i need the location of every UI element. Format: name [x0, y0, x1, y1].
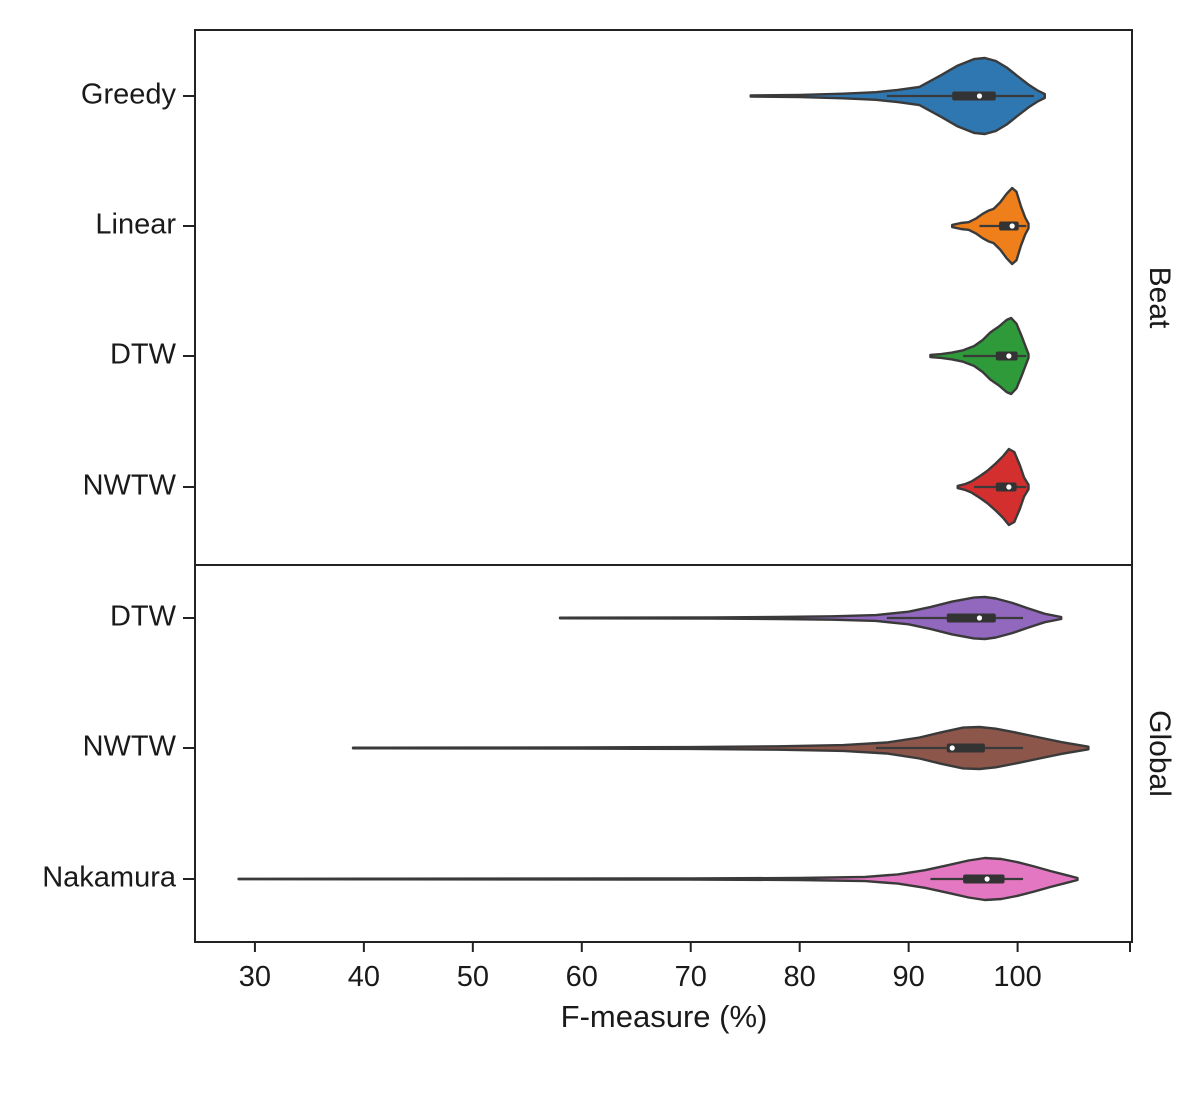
x-tick-label-40: 40 — [348, 961, 380, 993]
median-point-global-nwtw — [949, 745, 955, 751]
x-tick-label-90: 90 — [893, 961, 925, 993]
median-point-beat-nwtw — [1006, 484, 1012, 490]
iqr-box-global-dtw — [946, 613, 996, 623]
x-tick-label-30: 30 — [239, 961, 271, 993]
iqr-box-global-nakamura — [963, 874, 1005, 884]
facet-label-beat: Beat — [1143, 267, 1176, 329]
median-point-beat-greedy — [976, 93, 983, 99]
facet-label-global: Global — [1143, 710, 1176, 797]
iqr-box-beat-nwtw — [995, 482, 1017, 492]
y-tick-label-global-nakamura: Nakamura — [42, 862, 177, 894]
y-tick-label-global-nwtw: NWTW — [83, 731, 177, 763]
x-axis-title: F-measure (%) — [561, 999, 768, 1034]
x-tick-label-100: 100 — [993, 961, 1041, 993]
median-point-global-nakamura — [984, 876, 990, 882]
panel-frame-global — [194, 564, 1133, 943]
median-point-global-dtw — [976, 615, 983, 621]
chart-marks: Beat Greedy Linear DTW NWTW Global DTW NWTW Naka… — [42, 56, 1176, 902]
x-tick-label-70: 70 — [675, 961, 707, 993]
y-tick-label-global-dtw: DTW — [110, 601, 177, 633]
x-axis: 30 40 50 60 70 80 90 100 — [239, 942, 1131, 993]
iqr-box-beat-linear — [999, 221, 1019, 231]
y-tick-label-beat-nwtw: NWTW — [83, 470, 177, 502]
x-tick-label-50: 50 — [457, 961, 489, 993]
y-tick-label-beat-greedy: Greedy — [81, 79, 177, 111]
median-point-beat-linear — [1009, 223, 1015, 229]
panel-frames — [194, 29, 1133, 943]
median-point-beat-dtw — [1006, 353, 1012, 359]
violin-global-dtw — [558, 595, 1063, 641]
iqr-box-beat-greedy — [952, 91, 996, 101]
x-tick-label-80: 80 — [784, 961, 816, 993]
iqr-box-global-nwtw — [946, 743, 985, 753]
violin-global-nakamura — [237, 856, 1079, 902]
y-tick-label-beat-dtw: DTW — [110, 339, 177, 371]
violin-global-nwtw — [351, 725, 1090, 771]
x-tick-label-60: 60 — [566, 961, 598, 993]
y-tick-label-beat-linear: Linear — [95, 209, 176, 241]
